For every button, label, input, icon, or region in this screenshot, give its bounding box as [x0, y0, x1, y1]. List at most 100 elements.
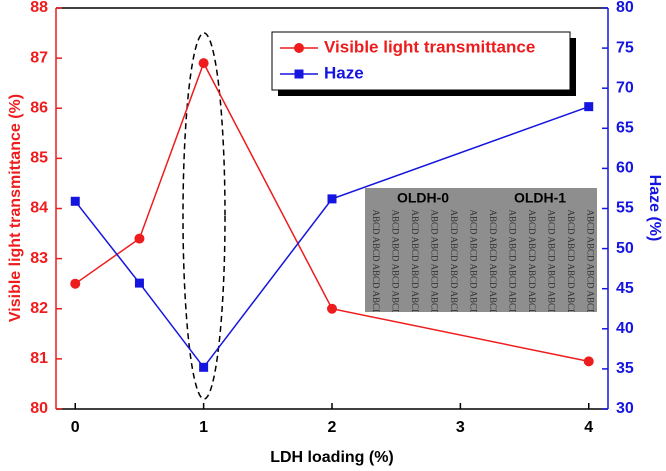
inset-text: ABCD — [488, 209, 498, 235]
inset-text: ABCD — [371, 263, 381, 289]
inset-label: OLDH-1 — [514, 190, 566, 206]
inset-text: ABCD — [429, 263, 439, 289]
inset-text: ABCD — [468, 290, 478, 316]
inset-text: ABCD — [429, 236, 439, 262]
inset-text: ABCD — [449, 236, 459, 262]
y2-tick-label: 65 — [616, 120, 634, 137]
inset-text: ABCD — [371, 209, 381, 235]
data-point — [70, 196, 80, 206]
inset-text: ABCD — [527, 290, 537, 316]
data-point — [198, 58, 209, 69]
inset-text: ABCD — [566, 290, 576, 316]
inset-text: ABCD — [527, 209, 537, 235]
legend-marker — [294, 69, 304, 79]
inset-text: ABCD — [449, 209, 459, 235]
y2-tick-label: 70 — [616, 79, 634, 96]
x-tick-label: 1 — [199, 419, 208, 436]
inset-text: ABCD — [507, 236, 517, 262]
legend-label: Haze — [324, 63, 364, 82]
legend-box — [271, 31, 571, 91]
inset-text: ABCD — [449, 290, 459, 316]
data-point — [134, 233, 145, 244]
inset-text: ABCD — [468, 236, 478, 262]
legend-label: Visible light transmittance — [324, 37, 535, 56]
inset-text: ABCD — [410, 263, 420, 289]
inset-text: ABCD — [371, 290, 381, 316]
inset-text: ABCD — [585, 236, 595, 262]
inset-text: ABCD — [585, 209, 595, 235]
data-point — [583, 356, 594, 367]
y2-tick-label: 30 — [616, 400, 634, 417]
y2-tick-label: 45 — [616, 280, 634, 297]
y-tick-label: 86 — [30, 99, 48, 116]
y2-axis-title: Haze (%) — [646, 175, 663, 242]
inset-photo: ABCDABCDABCDABCDABCDABCDABCDABCDABCDABCD… — [365, 188, 597, 316]
inset-text: ABCD — [371, 236, 381, 262]
inset-text: ABCD — [546, 263, 556, 289]
y-axis-title: Visible light transmittance (%) — [7, 94, 24, 322]
inset-text: ABCD — [527, 236, 537, 262]
inset-text: ABCD — [566, 209, 576, 235]
y-tick-label: 81 — [30, 350, 48, 367]
inset-text: ABCD — [507, 209, 517, 235]
inset-text: ABCD — [410, 290, 420, 316]
x-tick-label: 2 — [328, 419, 337, 436]
data-point — [327, 194, 337, 204]
inset-text: ABCD — [566, 263, 576, 289]
y-tick-label: 83 — [30, 250, 48, 267]
inset-text: ABCD — [488, 263, 498, 289]
y-tick-label: 84 — [30, 200, 48, 217]
y2-tick-label: 50 — [616, 240, 634, 257]
inset-text: ABCD — [546, 236, 556, 262]
x-tick-label: 4 — [584, 419, 593, 436]
inset-text: ABCD — [566, 236, 576, 262]
inset-text: ABCD — [507, 290, 517, 316]
y2-tick-label: 60 — [616, 160, 634, 177]
y2-tick-label: 80 — [616, 0, 634, 16]
inset-text: ABCD — [410, 209, 420, 235]
y-tick-label: 87 — [30, 49, 48, 66]
inset-text: ABCD — [468, 209, 478, 235]
highlight-ellipse — [182, 32, 226, 400]
inset-text: ABCD — [527, 263, 537, 289]
inset-label: OLDH-0 — [397, 190, 449, 206]
inset-text: ABCD — [390, 236, 400, 262]
data-point — [134, 278, 144, 288]
inset-text: ABCD — [390, 263, 400, 289]
inset-text: ABCD — [429, 290, 439, 316]
inset-text: ABCD — [449, 263, 459, 289]
x-axis-title: LDH loading (%) — [270, 449, 394, 466]
inset-text: ABCD — [546, 290, 556, 316]
inset-text: ABCD — [429, 209, 439, 235]
data-point — [70, 278, 81, 289]
inset-text: ABCD — [546, 209, 556, 235]
data-point — [199, 362, 209, 372]
y2-tick-label: 55 — [616, 200, 634, 217]
inset-text: ABCD — [488, 236, 498, 262]
inset-text: ABCD — [390, 209, 400, 235]
y-tick-label: 80 — [30, 400, 48, 417]
inset-text: ABCD — [390, 290, 400, 316]
inset-background — [365, 188, 597, 312]
inset-text: ABCD — [410, 236, 420, 262]
inset-text: ABCD — [585, 290, 595, 316]
inset-letters: ABCDABCDABCDABCDABCDABCDABCDABCDABCDABCD… — [371, 209, 596, 316]
x-tick-label: 3 — [456, 419, 465, 436]
y-tick-label: 85 — [30, 150, 48, 167]
y2-tick-label: 40 — [616, 320, 634, 337]
data-point — [584, 102, 594, 112]
y2-tick-label: 35 — [616, 360, 634, 377]
inset-text: ABCD — [507, 263, 517, 289]
legend-marker — [294, 43, 304, 53]
data-point — [327, 303, 337, 314]
inset-text: ABCD — [488, 290, 498, 316]
legend: Visible light transmittance Haze — [271, 31, 576, 96]
y-tick-label: 82 — [30, 300, 48, 317]
x-tick-label: 0 — [71, 419, 80, 436]
inset-text: ABCD — [468, 263, 478, 289]
y-tick-label: 88 — [30, 0, 48, 16]
inset-text: ABCD — [585, 263, 595, 289]
y2-tick-label: 75 — [616, 39, 634, 56]
